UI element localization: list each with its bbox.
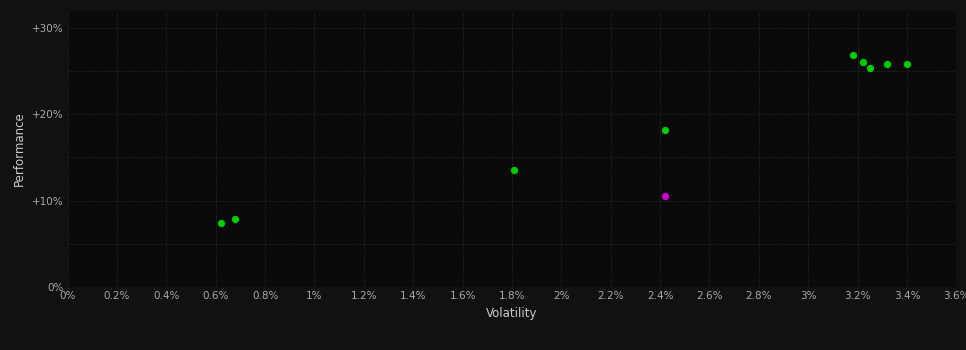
Y-axis label: Performance: Performance bbox=[14, 111, 26, 186]
Point bbox=[213, 220, 228, 226]
X-axis label: Volatility: Volatility bbox=[486, 307, 538, 320]
Point bbox=[507, 168, 523, 173]
Point bbox=[899, 61, 915, 67]
Point bbox=[228, 216, 243, 222]
Point bbox=[879, 61, 895, 67]
Point bbox=[855, 60, 870, 65]
Point bbox=[657, 194, 672, 199]
Point bbox=[845, 52, 861, 58]
Point bbox=[657, 127, 672, 133]
Point bbox=[863, 65, 878, 71]
